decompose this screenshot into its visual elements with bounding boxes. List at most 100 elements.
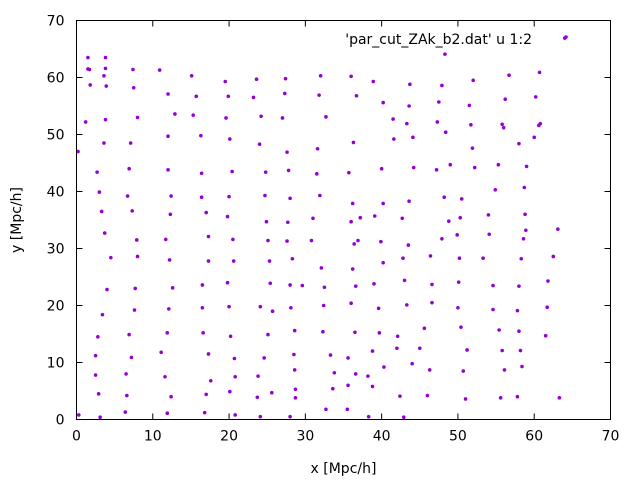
data-point bbox=[93, 373, 98, 377]
data-point bbox=[206, 259, 211, 263]
data-point bbox=[524, 164, 529, 169]
data-point bbox=[98, 415, 102, 420]
data-point bbox=[349, 219, 353, 224]
x-tick-label: 0 bbox=[72, 429, 81, 445]
data-point bbox=[395, 334, 400, 339]
data-point bbox=[458, 215, 463, 220]
data-point bbox=[166, 134, 170, 139]
data-point bbox=[405, 303, 409, 307]
data-point bbox=[168, 212, 173, 217]
data-point bbox=[515, 394, 520, 399]
data-point bbox=[379, 239, 383, 244]
data-point bbox=[135, 254, 140, 259]
data-point bbox=[189, 73, 194, 78]
data-point bbox=[366, 374, 370, 378]
data-point bbox=[315, 146, 320, 151]
data-point bbox=[443, 52, 447, 56]
data-point bbox=[382, 365, 386, 369]
y-tick-labels: 0 10 20 30 40 50 60 70 bbox=[47, 14, 65, 429]
data-point bbox=[131, 67, 135, 72]
data-point bbox=[500, 122, 504, 127]
data-point bbox=[134, 238, 139, 242]
data-point bbox=[381, 260, 385, 265]
data-point bbox=[428, 254, 433, 258]
data-point bbox=[353, 330, 357, 335]
data-point bbox=[406, 243, 411, 247]
data-point bbox=[518, 348, 523, 353]
data-point bbox=[226, 94, 231, 99]
data-point bbox=[262, 356, 266, 360]
data-point bbox=[517, 141, 521, 146]
data-point bbox=[103, 55, 108, 60]
data-point bbox=[379, 166, 384, 171]
data-point bbox=[463, 397, 468, 401]
data-point bbox=[331, 386, 335, 391]
data-point bbox=[470, 146, 475, 150]
data-point bbox=[173, 112, 177, 116]
y-axis-label: y [Mpc/h] bbox=[9, 187, 25, 253]
data-point bbox=[522, 185, 527, 190]
data-point bbox=[169, 394, 173, 399]
data-point bbox=[163, 374, 167, 379]
legend-label: 'par_cut_ZAk_b2.dat' u 1:2 bbox=[345, 32, 532, 48]
data-point bbox=[227, 304, 231, 309]
data-point bbox=[285, 239, 289, 243]
y-tick-label: 0 bbox=[56, 413, 65, 429]
data-point bbox=[87, 67, 92, 72]
data-point bbox=[557, 396, 562, 400]
data-point bbox=[124, 372, 128, 376]
data-point bbox=[524, 228, 528, 233]
data-point bbox=[96, 392, 101, 396]
data-point bbox=[319, 266, 324, 270]
data-point bbox=[165, 331, 170, 335]
data-point bbox=[99, 209, 104, 214]
y-tick-label: 50 bbox=[47, 128, 65, 144]
data-point bbox=[427, 368, 432, 372]
data-point bbox=[228, 137, 232, 141]
data-point bbox=[300, 283, 305, 288]
data-point bbox=[199, 195, 204, 199]
data-point bbox=[498, 396, 503, 400]
data-point bbox=[86, 55, 90, 60]
data-point bbox=[290, 256, 295, 261]
data-point bbox=[503, 97, 508, 101]
data-point bbox=[493, 187, 498, 192]
data-point bbox=[292, 328, 297, 333]
data-point bbox=[551, 254, 556, 259]
data-point bbox=[347, 170, 351, 175]
data-point bbox=[103, 66, 108, 71]
plot-frame bbox=[76, 20, 611, 420]
data-point bbox=[443, 130, 448, 135]
x-tick-label: 50 bbox=[449, 429, 467, 445]
legend: 'par_cut_ZAk_b2.dat' u 1:2 bbox=[345, 32, 568, 48]
data-point bbox=[201, 331, 205, 335]
data-point bbox=[543, 333, 548, 338]
data-point bbox=[127, 332, 131, 337]
data-point bbox=[350, 201, 355, 206]
x-tick-label: 10 bbox=[144, 429, 162, 445]
legend-marker bbox=[564, 35, 568, 39]
data-point bbox=[266, 332, 270, 337]
data-point bbox=[556, 227, 560, 231]
data-point bbox=[496, 162, 501, 167]
data-point bbox=[322, 285, 327, 290]
data-point bbox=[517, 284, 521, 288]
data-point bbox=[521, 237, 526, 241]
data-point bbox=[208, 378, 213, 383]
data-point bbox=[349, 301, 353, 306]
data-point bbox=[465, 348, 469, 352]
data-point bbox=[321, 329, 325, 334]
data-point bbox=[266, 238, 270, 243]
data-point bbox=[398, 394, 402, 398]
data-point bbox=[288, 283, 292, 287]
data-point bbox=[430, 282, 434, 287]
data-point bbox=[270, 309, 275, 314]
data-point bbox=[502, 368, 507, 372]
data-point bbox=[356, 238, 360, 243]
data-point bbox=[467, 103, 472, 108]
data-point bbox=[105, 287, 109, 292]
data-point bbox=[346, 356, 350, 360]
data-point bbox=[194, 94, 199, 99]
data-point bbox=[402, 278, 407, 283]
